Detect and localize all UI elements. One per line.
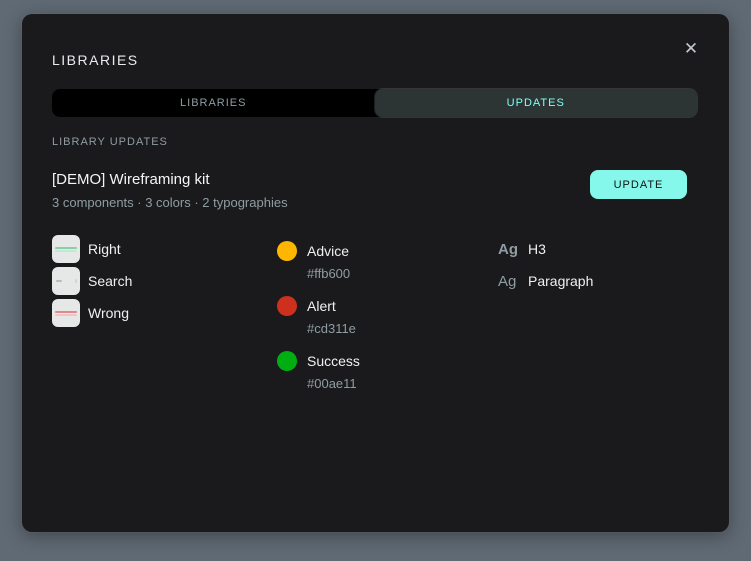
section-label: LIBRARY UPDATES [52, 136, 168, 148]
components-list: Right Search Wrong [52, 233, 262, 329]
color-item: Advice #ffb600 [277, 239, 477, 283]
component-name: Wrong [88, 305, 129, 321]
component-item: Wrong [52, 297, 262, 329]
color-name: Alert [307, 298, 336, 314]
libraries-dialog: ✕ LIBRARIES LIBRARIES UPDATES LIBRARY UP… [22, 14, 729, 532]
library-meta: 3 components · 3 colors · 2 typographies [52, 195, 288, 210]
component-name: Search [88, 273, 133, 289]
component-thumbnail-icon [52, 267, 80, 295]
library-name: [DEMO] Wireframing kit [52, 171, 210, 188]
colors-list: Advice #ffb600 Alert #cd311e Success #00… [277, 239, 477, 404]
color-item: Success #00ae11 [277, 349, 477, 393]
color-swatch-icon [277, 351, 297, 371]
typography-item: Ag H3 [498, 233, 698, 265]
color-name: Success [307, 353, 360, 369]
update-button[interactable]: UPDATE [590, 170, 687, 199]
color-name: Advice [307, 243, 350, 259]
typography-sample: Ag [498, 240, 518, 258]
component-item: Search [52, 265, 262, 297]
typography-name: Paragraph [528, 273, 594, 289]
dialog-title: LIBRARIES [52, 52, 139, 68]
close-icon[interactable]: ✕ [681, 39, 701, 59]
tab-bar: LIBRARIES UPDATES [52, 89, 697, 117]
component-name: Right [88, 241, 121, 257]
color-item: Alert #cd311e [277, 294, 477, 338]
color-hex: #cd311e [307, 321, 356, 336]
color-swatch-icon [277, 241, 297, 261]
component-thumbnail-icon [52, 235, 80, 263]
typography-name: H3 [528, 241, 546, 257]
color-hex: #ffb600 [307, 266, 351, 281]
typographies-list: Ag H3 Ag Paragraph [498, 233, 698, 297]
typography-sample: Ag [498, 272, 517, 290]
color-swatch-icon [277, 296, 297, 316]
tab-updates[interactable]: UPDATES [374, 89, 697, 117]
tab-libraries[interactable]: LIBRARIES [52, 89, 375, 117]
component-thumbnail-icon [52, 299, 80, 327]
typography-item: Ag Paragraph [498, 265, 698, 297]
color-hex: #00ae11 [307, 376, 357, 391]
component-item: Right [52, 233, 262, 265]
